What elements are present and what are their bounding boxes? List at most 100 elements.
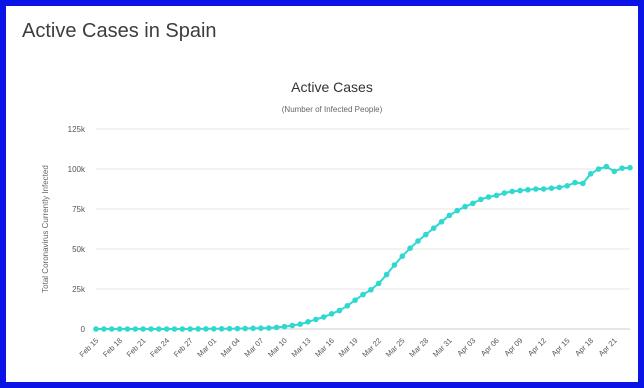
data-point <box>595 166 602 172</box>
x-tick-label: Mar 31 <box>431 336 454 359</box>
y-tick-label: 125k <box>68 125 86 134</box>
data-point <box>328 311 335 317</box>
data-point <box>352 297 358 304</box>
data-point <box>501 190 508 196</box>
data-point <box>344 303 351 309</box>
x-tick-label: Mar 04 <box>219 336 242 359</box>
x-tick-label: Mar 07 <box>242 336 265 359</box>
data-point <box>399 253 406 259</box>
x-tick-label: Apr 21 <box>597 336 619 358</box>
y-axis-ticks: 0 25k 50k 75k 100k 125k <box>68 125 86 334</box>
x-tick-label: Mar 01 <box>195 336 218 359</box>
data-point <box>603 163 610 170</box>
x-tick-label: Apr 15 <box>550 336 572 358</box>
data-point <box>148 326 154 332</box>
data-point <box>156 326 162 332</box>
y-tick-label: 25k <box>72 285 86 294</box>
y-axis-title: Total Coronavirus Currently Infected <box>41 165 50 293</box>
gridlines <box>96 128 630 330</box>
series-line <box>96 165 631 330</box>
x-axis-ticks: Feb 15 Feb 18 Feb 21 Feb 24 Feb 27 Mar 01 Mar … <box>78 336 619 359</box>
x-tick-label: Feb 21 <box>125 336 148 359</box>
x-tick-label: Feb 27 <box>172 336 195 359</box>
data-point <box>391 262 398 268</box>
data-point <box>187 326 193 332</box>
x-tick-label: Apr 18 <box>573 336 595 358</box>
data-point <box>627 164 633 171</box>
data-point <box>485 194 492 200</box>
data-point <box>273 324 280 331</box>
data-point <box>548 185 555 191</box>
data-point <box>462 203 468 210</box>
x-tick-label: Apr 09 <box>502 336 524 358</box>
data-point <box>493 192 500 199</box>
data-point <box>533 186 539 192</box>
data-point <box>564 183 570 189</box>
data-point <box>375 280 382 287</box>
data-point <box>320 314 327 320</box>
y-tick-label: 50k <box>72 245 86 254</box>
chart-title: Active Cases <box>291 79 373 95</box>
data-point <box>218 326 225 332</box>
x-tick-label: Mar 19 <box>337 336 360 359</box>
data-point <box>203 326 209 332</box>
x-tick-label: Mar 10 <box>266 336 289 359</box>
data-point <box>611 168 618 175</box>
data-point <box>93 326 99 332</box>
x-tick-label: Mar 28 <box>407 336 430 359</box>
x-tick-label: Mar 13 <box>290 336 313 359</box>
data-point <box>116 326 123 332</box>
data-point <box>195 326 201 332</box>
data-point <box>108 326 115 332</box>
data-point <box>281 323 288 330</box>
data-point <box>454 207 461 214</box>
data-point <box>368 287 374 293</box>
data-point <box>360 291 366 298</box>
data-point <box>297 321 304 328</box>
data-point <box>556 184 563 191</box>
x-tick-label: Mar 16 <box>313 336 336 359</box>
x-tick-label: Feb 15 <box>78 336 101 359</box>
data-point <box>211 326 217 332</box>
data-point <box>266 325 272 331</box>
data-point <box>430 225 437 231</box>
data-point <box>179 326 186 332</box>
x-tick-label: Feb 18 <box>101 336 124 359</box>
data-point <box>305 319 311 325</box>
data-point <box>289 322 296 329</box>
data-point <box>250 325 256 332</box>
data-point <box>140 326 146 332</box>
y-tick-label: 0 <box>81 325 86 334</box>
data-point <box>540 186 547 192</box>
data-point <box>163 326 170 332</box>
data-point <box>517 187 523 194</box>
data-point <box>438 219 445 225</box>
data-point <box>226 325 233 332</box>
data-point <box>446 212 453 219</box>
x-tick-label: Apr 12 <box>526 336 548 358</box>
data-point <box>258 325 264 332</box>
data-point <box>407 245 413 251</box>
data-point <box>336 307 343 314</box>
x-tick-label: Apr 03 <box>455 336 477 358</box>
data-point <box>580 180 586 187</box>
data-point <box>383 271 390 278</box>
active-cases-chart: Active Cases (Number of Infected People)… <box>41 79 633 359</box>
x-tick-label: Mar 22 <box>360 336 383 359</box>
data-point <box>242 325 248 332</box>
card-title: Active Cases in Spain <box>22 20 217 42</box>
data-point <box>587 171 594 177</box>
series-active-cases <box>93 163 633 332</box>
x-tick-label: Mar 25 <box>384 336 407 359</box>
data-point <box>572 179 578 186</box>
data-point <box>313 316 319 323</box>
x-tick-label: Feb 24 <box>148 336 171 359</box>
data-point <box>470 200 476 207</box>
data-point <box>234 325 241 332</box>
y-tick-label: 100k <box>68 165 86 174</box>
y-tick-label: 75k <box>72 205 86 214</box>
data-point <box>423 231 429 238</box>
x-tick-label: Apr 06 <box>479 336 501 358</box>
data-point <box>415 238 421 244</box>
